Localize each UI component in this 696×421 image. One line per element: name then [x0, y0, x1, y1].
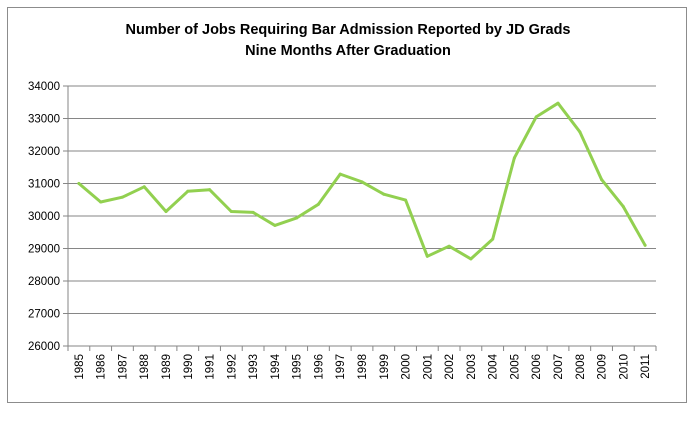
- chart-title-line-1: Number of Jobs Requiring Bar Admission R…: [125, 22, 571, 38]
- x-tick-label-1996: 1996: [313, 354, 325, 380]
- x-tick-label-1988: 1988: [139, 354, 151, 380]
- y-tick-label-27000: 27000: [28, 309, 60, 321]
- data-point-2001: [425, 254, 429, 258]
- data-series: [77, 101, 647, 261]
- y-tick-label-31000: 31000: [28, 179, 60, 191]
- data-point-2004: [491, 237, 495, 241]
- x-tick-label-1999: 1999: [379, 354, 391, 380]
- x-tick-label-1989: 1989: [161, 354, 173, 380]
- line-chart: 26000 27000 28000 29000 30000 31000 32000 33000…: [28, 81, 657, 380]
- data-point-2005: [512, 156, 516, 160]
- data-point-2010: [621, 205, 625, 209]
- y-tick-label-34000: 34000: [28, 81, 60, 93]
- data-point-2000: [404, 198, 408, 202]
- data-point-2009: [600, 178, 604, 182]
- y-tick-label-33000: 33000: [28, 114, 60, 126]
- x-tick-label-1991: 1991: [205, 354, 217, 380]
- data-point-1995: [295, 216, 299, 220]
- x-tick-label-1994: 1994: [270, 353, 282, 379]
- y-tick-label-30000: 30000: [28, 211, 60, 223]
- chart-frame: Number of Jobs Requiring Bar Admission R…: [7, 7, 687, 403]
- y-tick-label-32000: 32000: [28, 146, 60, 158]
- y-tick-label-29000: 29000: [28, 244, 60, 256]
- x-tick-label-1986: 1986: [96, 354, 108, 380]
- x-tick-label-2007: 2007: [553, 354, 565, 380]
- x-tick-label-1992: 1992: [226, 354, 238, 380]
- x-tick-label-1998: 1998: [357, 354, 369, 380]
- x-tick-label-2008: 2008: [575, 354, 587, 380]
- x-tick-label-2004: 2004: [488, 353, 500, 379]
- data-point-1985: [77, 182, 81, 185]
- x-tick-label-2009: 2009: [597, 354, 609, 380]
- x-tick-label-2000: 2000: [401, 354, 413, 380]
- x-tick-label-2010: 2010: [618, 354, 630, 380]
- data-point-2011: [643, 243, 647, 247]
- data-point-1990: [186, 189, 190, 193]
- y-tick-labels: 26000 27000 28000 29000 30000 31000 32000 33000…: [28, 81, 60, 353]
- x-tick-labels: 1985 1986 1987 1988 1989 1990 1991 1992 1993 1994…: [74, 353, 652, 379]
- x-tick-label-1993: 1993: [248, 354, 260, 380]
- data-point-1998: [360, 180, 364, 184]
- x-tick-label-1990: 1990: [183, 354, 195, 380]
- data-point-2008: [578, 130, 582, 134]
- x-tick-label-2002: 2002: [444, 354, 456, 380]
- chart-title-line-2: Nine Months After Graduation: [245, 43, 451, 59]
- x-tick-label-2006: 2006: [531, 354, 543, 380]
- data-point-1993: [251, 210, 255, 214]
- data-point-1997: [338, 172, 342, 176]
- data-point-2007: [556, 101, 560, 105]
- x-tick-label-2003: 2003: [466, 354, 478, 380]
- data-point-1986: [99, 200, 103, 204]
- data-point-2003: [469, 257, 473, 261]
- x-tick-label-1995: 1995: [292, 354, 304, 380]
- x-tick-label-1987: 1987: [117, 354, 129, 380]
- chart-title: Number of Jobs Requiring Bar Admission R…: [8, 20, 688, 62]
- data-point-1987: [120, 195, 124, 199]
- axes: [63, 85, 657, 351]
- data-point-1989: [164, 209, 168, 213]
- x-tick-label-2005: 2005: [509, 354, 521, 380]
- data-point-1988: [142, 185, 146, 189]
- data-point-1994: [273, 223, 277, 227]
- x-tick-label-2001: 2001: [422, 354, 434, 380]
- data-point-2002: [447, 244, 451, 248]
- data-point-1996: [316, 202, 320, 206]
- x-tick-label-2011: 2011: [640, 354, 652, 379]
- x-tick-label-1985: 1985: [74, 354, 86, 380]
- data-point-1992: [229, 209, 233, 213]
- data-point-1991: [208, 188, 212, 192]
- x-tick-label-1997: 1997: [335, 354, 347, 380]
- data-point-2006: [534, 115, 538, 119]
- data-point-1999: [382, 192, 386, 196]
- y-tick-label-26000: 26000: [28, 341, 60, 353]
- gridlines: [68, 85, 656, 314]
- y-tick-label-28000: 28000: [28, 276, 60, 288]
